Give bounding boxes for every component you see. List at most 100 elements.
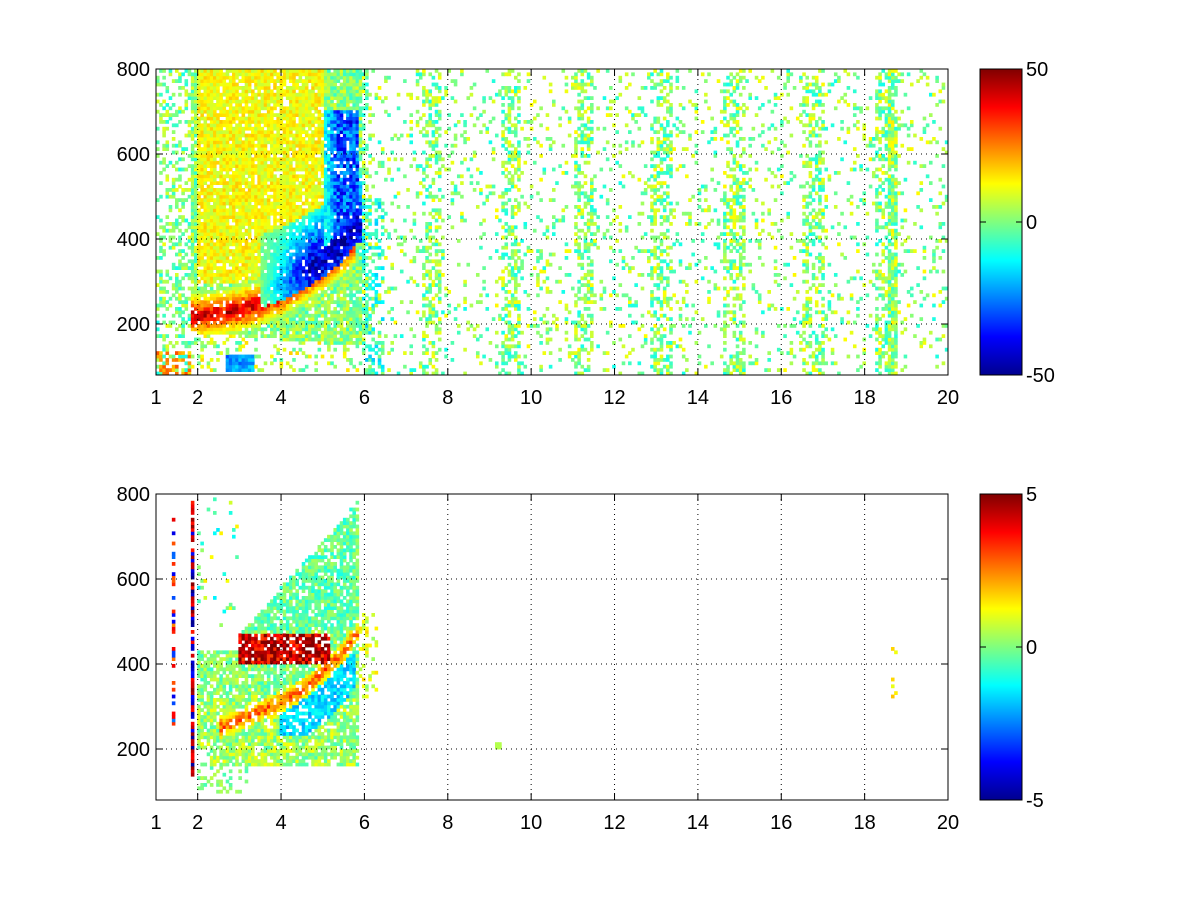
heatmap-cell [162, 157, 166, 162]
heatmap-cell [159, 113, 163, 117]
heatmap-cell [187, 296, 192, 301]
heatmap-cell [270, 310, 274, 315]
heatmap-cell [365, 358, 369, 362]
heatmap-cell [200, 364, 204, 369]
heatmap-cell [232, 177, 236, 182]
heatmap-cell [244, 364, 249, 369]
heatmap-cell [270, 208, 274, 213]
heatmap-cell [323, 269, 328, 274]
heatmap-cell [308, 75, 312, 80]
heatmap-cell [241, 239, 246, 243]
heatmap-cell [371, 361, 375, 366]
heatmap-cell [342, 269, 347, 274]
heatmap-cell [346, 198, 350, 202]
heatmap-cell [327, 296, 331, 301]
heatmap-cell [317, 86, 322, 90]
heatmap-cell [298, 133, 303, 138]
heatmap-cell [190, 109, 195, 114]
heatmap-cell [292, 79, 296, 83]
heatmap-cell [355, 154, 360, 158]
heatmap-cell [251, 133, 255, 138]
heatmap-cell [181, 249, 185, 253]
heatmap-cell [289, 286, 293, 291]
heatmap-cell [266, 310, 271, 315]
heatmap-cell [251, 330, 255, 335]
heatmap-cell [342, 109, 347, 114]
heatmap-cell [235, 262, 239, 267]
heatmap-cell [289, 89, 293, 94]
heatmap-cell [190, 150, 195, 155]
heatmap-cell [251, 89, 255, 94]
heatmap-cell [292, 133, 296, 138]
heatmap-cell [213, 266, 217, 270]
heatmap-cell [241, 194, 246, 199]
heatmap-cell [190, 75, 195, 80]
heatmap-cell [428, 269, 433, 274]
heatmap-cell [203, 191, 208, 196]
heatmap-cell [175, 358, 179, 362]
heatmap-cell [273, 211, 277, 216]
heatmap-cell [232, 171, 236, 175]
heatmap-cell [263, 211, 268, 216]
heatmap-cell [260, 103, 265, 107]
heatmap-cell [327, 273, 331, 277]
heatmap-cell [428, 286, 433, 291]
heatmap-cell [197, 177, 201, 182]
heatmap-cell [422, 249, 426, 253]
heatmap-cell [222, 86, 227, 90]
heatmap-cell [213, 368, 217, 372]
heatmap-cell [425, 245, 429, 250]
heatmap-cell [431, 147, 436, 151]
heatmap-cell [342, 120, 347, 124]
heatmap-cell [260, 191, 265, 196]
heatmap-cell [260, 79, 265, 83]
heatmap-cell [206, 300, 211, 304]
heatmap-cell [285, 133, 290, 138]
heatmap-cell [241, 293, 246, 298]
heatmap-cell [270, 177, 274, 182]
heatmap-cell [365, 174, 369, 179]
heatmap-cell [260, 113, 265, 117]
heatmap-cell [282, 75, 287, 80]
heatmap-cell [273, 290, 277, 294]
heatmap-cell [203, 259, 208, 264]
heatmap-cell [216, 283, 220, 287]
heatmap-cell [228, 361, 233, 366]
heatmap-cell [171, 130, 176, 134]
heatmap-cell [358, 188, 363, 192]
heatmap-cell [228, 109, 233, 114]
heatmap-cell [346, 276, 350, 281]
heatmap-cell [308, 191, 312, 196]
heatmap-cell [178, 92, 182, 97]
heatmap-cell [285, 116, 290, 121]
heatmap-cell [194, 269, 198, 274]
heatmap-cell [270, 327, 274, 332]
heatmap-cell [368, 208, 372, 213]
heatmap-cell [358, 242, 363, 247]
heatmap-cell [162, 368, 166, 372]
heatmap-cell [209, 188, 214, 192]
heatmap-cell [276, 194, 280, 199]
heatmap-cell [184, 368, 189, 372]
heatmap-cell [352, 205, 356, 209]
heatmap-cell [235, 361, 239, 366]
heatmap-cell [292, 252, 296, 257]
heatmap-cell [377, 296, 382, 301]
heatmap-cell [260, 154, 265, 158]
heatmap-cell [247, 334, 252, 338]
heatmap-cell [187, 313, 192, 318]
heatmap-cell [336, 113, 341, 117]
heatmap-cell [437, 174, 442, 179]
heatmap-cell [270, 89, 274, 94]
heatmap-cell [323, 215, 328, 219]
heatmap-cell [342, 307, 347, 311]
heatmap-cell [216, 174, 220, 179]
heatmap-cell [251, 364, 255, 369]
heatmap-cell [225, 75, 230, 80]
heatmap-cell [292, 245, 296, 250]
heatmap-cell [209, 218, 214, 223]
heatmap-cell [317, 130, 322, 134]
heatmap-cell [339, 194, 344, 199]
heatmap-cell [342, 211, 347, 216]
heatmap-cell [194, 211, 198, 216]
